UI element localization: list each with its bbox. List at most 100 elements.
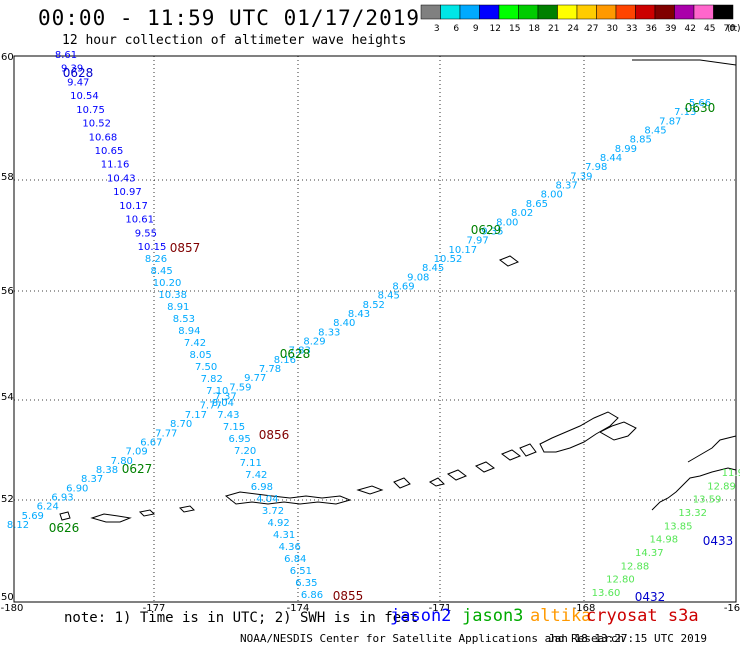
swh-value: 9.77 <box>244 373 266 384</box>
swh-value: 9.47 <box>67 77 89 88</box>
swh-value: 8.70 <box>170 419 192 430</box>
chart-title: 00:00 - 11:59 UTC 01/17/2019 <box>38 6 421 30</box>
legend-label: 36 <box>646 24 658 34</box>
swh-value: 10.54 <box>70 91 99 102</box>
swh-value: 13.85 <box>664 521 693 532</box>
swh-value: 6.95 <box>228 434 250 445</box>
legend-label: 15 <box>509 24 520 34</box>
swh-value: 12.88 <box>621 561 650 572</box>
swh-value: 8.69 <box>392 282 414 293</box>
generated-timestamp: Jan 18 13:27:15 UTC 2019 <box>548 632 707 645</box>
swh-value: 7.11 <box>240 458 262 469</box>
pass-time-label: 0628 <box>280 347 311 361</box>
fox-islands-outline <box>429 421 637 487</box>
swh-value: 10.17 <box>119 201 148 212</box>
swh-value: 6.51 <box>290 566 312 577</box>
color-legend: 3 6 9 12 15 18 21 24 27 30 33 36 39 42 45 70(ft) <box>420 4 740 34</box>
pass-time-label: 0432 <box>635 590 666 604</box>
swh-value: 10.61 <box>125 215 154 226</box>
swh-value: 4.04 <box>256 494 278 505</box>
swh-value: 8.43 <box>348 309 370 320</box>
swh-value: 7.59 <box>229 382 251 393</box>
graticule <box>14 56 736 602</box>
swh-value: 8.94 <box>178 326 200 337</box>
swh-value: 8.91 <box>167 302 189 313</box>
pass-time-label: 0629 <box>471 223 502 237</box>
swh-value: 7.20 <box>234 446 256 457</box>
swh-value: 9.08 <box>407 272 429 283</box>
swh-value: 7.37 <box>214 392 236 403</box>
swh-value: 13.59 <box>693 495 722 506</box>
swh-value: 8.45 <box>378 291 400 302</box>
swh-value: 7.80 <box>111 456 133 467</box>
pass-time-label: 0627 <box>122 462 153 476</box>
swh-value: 12.89 <box>707 481 736 492</box>
lat-tick-label: 56 <box>1 286 14 297</box>
swh-value: 8.04 <box>212 398 234 409</box>
alaska-peninsula-outline <box>632 59 737 511</box>
swh-value: 10.38 <box>158 290 187 301</box>
legend-label: 33 <box>626 24 637 34</box>
swh-value: 14.98 <box>649 535 678 546</box>
wave-height-tracks: 8.61 9.39 9.47 10.54 10.75 10.52 10.68 10.65 11.… <box>7 50 740 601</box>
swh-value: 10.20 <box>153 278 182 289</box>
swh-value: 4.31 <box>273 530 295 541</box>
lat-tick-label: 60 <box>1 52 14 63</box>
swh-value: 6.24 <box>37 502 59 513</box>
lon-tick-label: -180 <box>1 603 24 614</box>
swh-value: 10.17 <box>448 245 477 256</box>
legend-label: 6 <box>453 24 459 34</box>
legend-label: 27 <box>587 24 598 34</box>
swh-value: 8.45 <box>644 126 666 137</box>
rat-islands-outline <box>59 505 196 523</box>
swh-value: 6.93 <box>51 493 73 504</box>
pass-time-label: 0857 <box>170 241 201 255</box>
legend-label: 9 <box>473 24 479 34</box>
legend-label: 45 <box>704 24 715 34</box>
axis-labels: -180 -177 -174 -171 -168 -16 60 58 56 54 52 50 <box>1 52 740 614</box>
swh-value: 8.00 <box>541 190 563 201</box>
swh-value: 7.83 <box>289 346 311 357</box>
swh-value: 7.42 <box>245 470 267 481</box>
swh-value: 8.29 <box>303 337 325 348</box>
swh-value: 8.00 <box>496 217 518 228</box>
swh-value: 10.15 <box>138 242 167 253</box>
swh-value: 8.40 <box>333 318 355 329</box>
swh-value: 7.10 <box>206 386 228 397</box>
swh-value: 10.43 <box>107 173 136 184</box>
swh-value: 6.67 <box>140 437 162 448</box>
pass-time-labels: 0628 0857 0630 0629 0628 0856 0627 0626 0855 0433… <box>49 66 734 604</box>
swh-value: 8.85 <box>630 135 652 146</box>
swh-value: 6.98 <box>251 482 273 493</box>
satellite-jason3: jason3 <box>462 606 524 626</box>
unimak-island-outline <box>539 411 619 453</box>
swh-value: 4.36 <box>279 542 301 553</box>
lon-tick-label: -168 <box>573 603 596 614</box>
swh-value: 8.45 <box>422 263 444 274</box>
swh-value: 10.68 <box>89 132 118 143</box>
swh-value: 7.77 <box>200 401 222 412</box>
swh-value: 13.60 <box>592 588 621 599</box>
legend-label: 42 <box>685 24 696 34</box>
swh-value: 10.65 <box>95 146 124 157</box>
swh-value: 10.75 <box>76 105 105 116</box>
swh-value: 8.05 <box>189 350 211 361</box>
andreanof-islands-outline <box>224 477 411 505</box>
swh-value: 10.52 <box>82 119 111 130</box>
swh-value: 7.17 <box>185 410 207 421</box>
satellite-jason2: jason2 <box>390 606 452 626</box>
legend-label: 70 <box>724 24 736 34</box>
pass-time-label: 0856 <box>259 428 290 442</box>
swh-value: 14.37 <box>635 548 664 559</box>
swh-value: 13.32 <box>678 508 707 519</box>
swh-value: 7.13 <box>674 107 696 118</box>
swh-value: 7.15 <box>223 422 245 433</box>
chart-subtitle: 12 hour collection of altimeter wave hei… <box>62 33 407 48</box>
swh-value: 7.82 <box>201 374 223 385</box>
swh-value: 7.87 <box>659 116 681 127</box>
legend-label: 21 <box>548 24 559 34</box>
legend-label: 39 <box>665 24 677 34</box>
legend-label: 24 <box>568 24 580 34</box>
swh-value: 8.99 <box>615 144 637 155</box>
lat-tick-label: 52 <box>1 494 14 505</box>
